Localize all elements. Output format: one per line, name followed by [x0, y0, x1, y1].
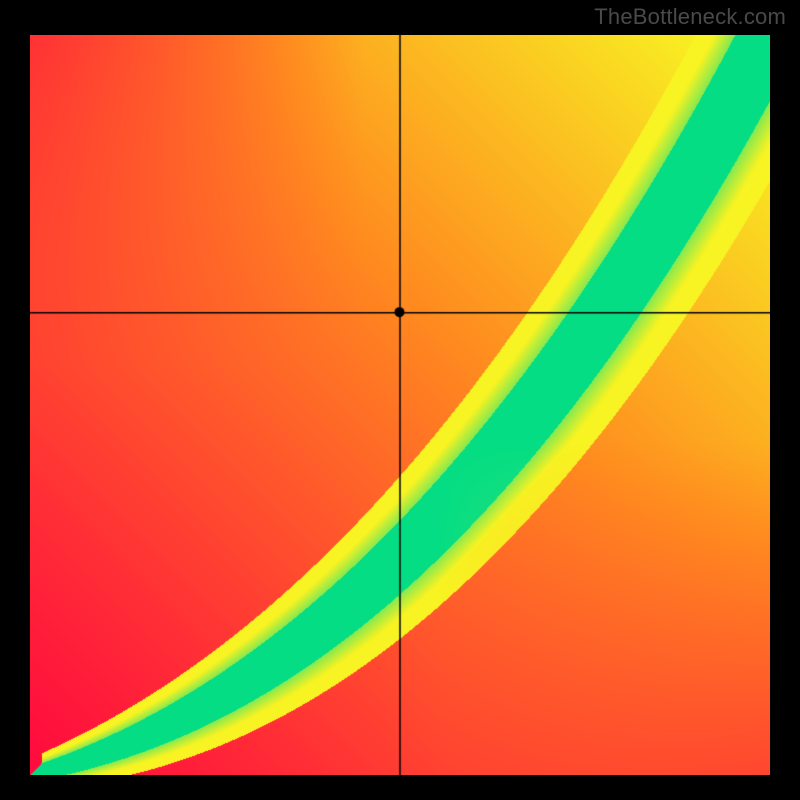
chart-container: TheBottleneck.com	[0, 0, 800, 800]
plot-area	[30, 35, 770, 775]
watermark-text: TheBottleneck.com	[594, 4, 786, 30]
bottleneck-heatmap	[30, 35, 770, 775]
